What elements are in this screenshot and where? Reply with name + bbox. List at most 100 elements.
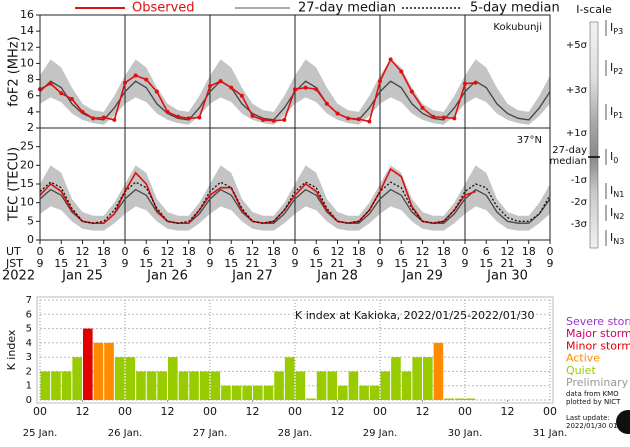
x-tick-label: 12 — [246, 245, 260, 258]
jst-tick-label: 3 — [355, 257, 362, 270]
day-label: Jan 29 — [401, 269, 443, 284]
data-dot — [165, 109, 170, 114]
k-bar — [423, 357, 433, 400]
x-tick-label: 0 — [377, 245, 384, 258]
x-tick-label: 6 — [483, 245, 490, 258]
y-tick-label: 6 — [27, 89, 34, 102]
x-tick-label: 0 — [122, 245, 129, 258]
data-dot — [250, 113, 255, 118]
data-dot — [80, 109, 85, 114]
k-bar — [274, 371, 284, 400]
i-scale-main: I — [610, 61, 613, 74]
day-label: 27 Jan. — [193, 428, 228, 439]
k-bar — [444, 398, 454, 400]
k-bar — [359, 385, 369, 400]
x-tick-label: 12 — [501, 405, 515, 418]
day-label: Jan 25 — [61, 269, 103, 284]
x-tick-label: 6 — [228, 245, 235, 258]
data-dot — [282, 117, 287, 122]
k-bar — [93, 342, 104, 400]
data-dot — [335, 111, 340, 116]
data-dot — [133, 73, 138, 78]
i-scale-level: +3σ — [566, 85, 588, 96]
note: data from KMO — [566, 390, 619, 398]
i-scale-level: +5σ — [566, 40, 588, 51]
chart-title: K index at Kakioka, 2022/01/25-2022/01/3… — [295, 309, 534, 322]
y-axis-label: TEC (TECU) — [7, 147, 22, 222]
k-bar — [40, 371, 51, 400]
x-tick-label: 0 — [37, 245, 44, 258]
legend-label: Severe storm — [566, 315, 630, 328]
x-tick-label: 00 — [118, 405, 132, 418]
jst-label: JST — [5, 257, 23, 270]
k-bar — [146, 371, 157, 400]
top-legend: Observed 27-day median 5-day median — [75, 1, 560, 16]
k-bar — [72, 357, 82, 400]
jst-tick-label: 21 — [161, 257, 175, 270]
i-scale-sub: N1 — [613, 190, 624, 199]
legend-label: Preliminary — [566, 376, 629, 389]
k-bar — [51, 371, 61, 400]
y-tick-label: 25 — [20, 140, 34, 153]
jst-tick-label: 3 — [525, 257, 532, 270]
data-dot — [303, 85, 308, 90]
i-scale-index: IP1 — [610, 105, 623, 120]
legend-label: Active — [566, 352, 600, 365]
legend-label: Minor storm — [566, 339, 630, 352]
k-bar — [380, 371, 391, 400]
y-tick-label: 5 — [26, 324, 32, 335]
legend-label: Observed — [132, 1, 195, 16]
i-scale-main: I — [610, 21, 613, 34]
jst-tick-label: 21 — [416, 257, 430, 270]
i-scale-index: IN1 — [610, 184, 624, 199]
x-tick-label: 12 — [76, 405, 90, 418]
k-bar — [83, 328, 93, 400]
y-tick-label: 5 — [27, 214, 34, 227]
year-label: 2022 — [2, 269, 35, 284]
y-tick-label: 14 — [20, 24, 34, 37]
x-tick-label: 18 — [267, 245, 281, 258]
x-tick-label: 6 — [143, 245, 150, 258]
jst-tick-label: 15 — [394, 257, 408, 270]
k-bar — [401, 371, 412, 400]
k-bar — [253, 385, 263, 400]
day-label: 26 Jan. — [108, 428, 143, 439]
k-bar — [412, 357, 422, 400]
k-bar — [327, 371, 337, 400]
data-dot — [367, 119, 372, 124]
day-label: Jan 28 — [316, 269, 358, 284]
jst-tick-label: 21 — [76, 257, 90, 270]
k-bar — [199, 371, 210, 400]
k-bar — [189, 371, 199, 400]
y-tick-label: 16 — [20, 8, 34, 21]
jst-tick-label: 15 — [54, 257, 68, 270]
k-bar — [316, 371, 327, 400]
y-tick-label: 2 — [27, 121, 34, 134]
y-tick-label: 4 — [26, 338, 32, 349]
x-tick-label: 18 — [437, 245, 451, 258]
data-dot — [123, 80, 127, 85]
jst-tick-label: 9 — [462, 257, 469, 270]
jst-tick-label: 15 — [139, 257, 153, 270]
jst-tick-label: 9 — [207, 257, 214, 270]
i-scale-level: median — [550, 156, 588, 167]
x-tick-label: 0 — [207, 245, 214, 258]
data-dot — [314, 87, 319, 92]
data-dot — [48, 81, 53, 86]
data-dot — [154, 89, 159, 94]
jst-tick-label: 21 — [331, 257, 345, 270]
day-label: 25 Jan. — [23, 428, 58, 439]
jst-tick-label: 15 — [224, 257, 238, 270]
i-scale-index: IP3 — [610, 21, 623, 36]
data-dot — [356, 117, 361, 122]
y-tick-label: 6 — [26, 309, 32, 320]
k-bar — [61, 371, 72, 400]
y-tick-label: 0 — [26, 395, 32, 406]
y-tick-label: 12 — [20, 40, 34, 53]
x-tick-label: 0 — [547, 245, 554, 258]
i-scale-main: I — [610, 231, 613, 244]
x-tick-label: 0 — [462, 245, 469, 258]
x-tick-label: 00 — [288, 405, 302, 418]
i-scale-level: +1σ — [566, 128, 588, 139]
